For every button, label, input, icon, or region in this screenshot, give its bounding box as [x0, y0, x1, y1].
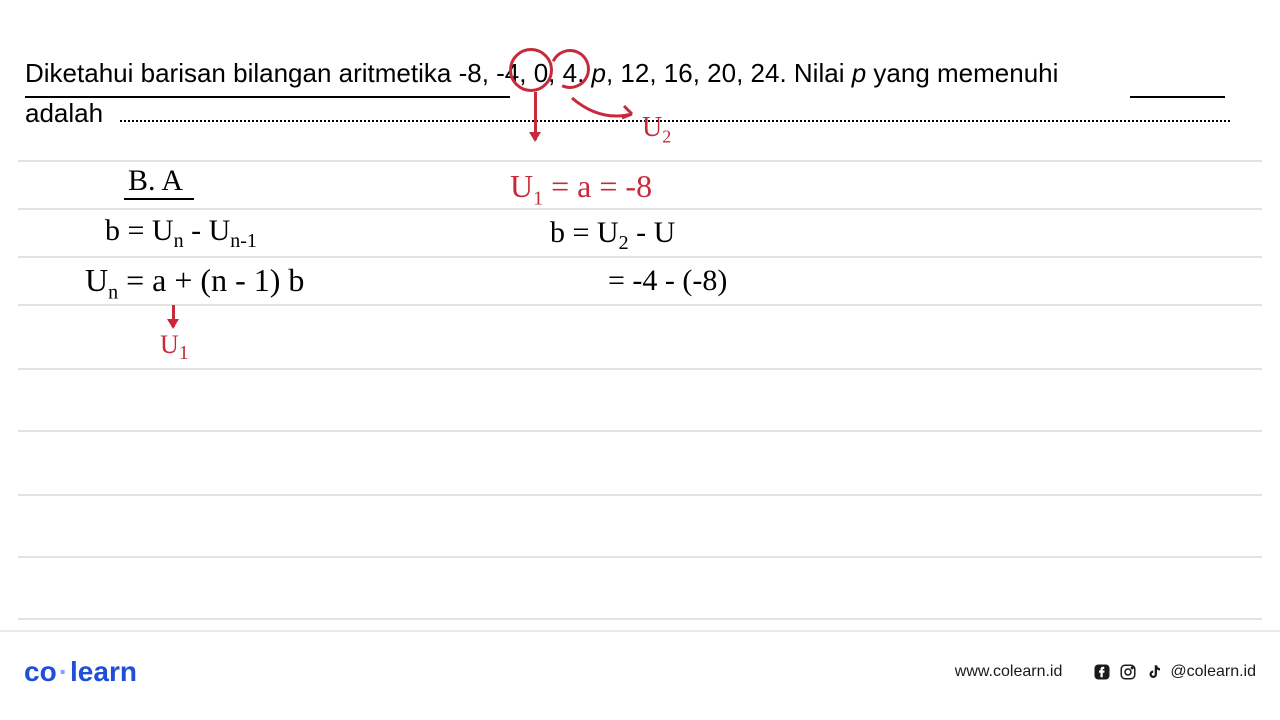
logo-dot-icon: ·	[59, 656, 68, 687]
formula-un-sub: n	[108, 281, 118, 303]
eq-u1: U	[510, 168, 533, 204]
formula-b-mid: - U	[184, 214, 231, 247]
ruled-line	[18, 160, 1262, 162]
eq-u1-a: U1 = a = -8	[510, 168, 652, 210]
u1-small-text: U	[160, 330, 179, 359]
problem-line1a: Diketahui barisan bilangan aritmetika -8…	[25, 58, 592, 88]
ruled-line	[18, 556, 1262, 558]
logo-learn: learn	[70, 656, 137, 687]
logo: co·learn	[24, 656, 137, 688]
ruled-line	[18, 256, 1262, 258]
formula-b-sub2: n-1	[230, 230, 257, 252]
formula-un-rest: = a + (n - 1) b	[118, 262, 304, 298]
eq-b-mid: - U	[629, 216, 676, 249]
eq-b-sub2: 2	[619, 232, 629, 254]
footer-divider	[0, 630, 1280, 632]
eq-b-a: b = U	[550, 216, 619, 249]
ruled-line	[18, 618, 1262, 620]
website-url: www.colearn.id	[955, 663, 1063, 681]
problem-area: Diketahui barisan bilangan aritmetika -8…	[0, 0, 1280, 132]
problem-line2: adalah	[25, 95, 103, 133]
arrow-to-u2-icon	[570, 94, 640, 124]
eq-u1-sub: 1	[533, 187, 543, 209]
socials: @colearn.id	[1092, 662, 1256, 682]
footer-right: www.colearn.id @colearn.id	[955, 662, 1256, 682]
arrow-down-icon	[534, 92, 537, 140]
problem-line1b: , 12, 16, 20, 24. Nilai	[606, 58, 852, 88]
ruled-line	[18, 494, 1262, 496]
ba-underline	[124, 198, 194, 200]
formula-b-sub1: n	[174, 230, 184, 252]
formula-un-u: U	[85, 262, 108, 298]
dotted-blank	[120, 120, 1230, 122]
ba-text: B. A	[128, 164, 183, 197]
eq-b-u2u1: b = U2 - U	[550, 216, 675, 255]
u2-sub: 2	[662, 127, 671, 147]
u2-label: U2	[642, 112, 671, 148]
formula-b-a: b = U	[105, 214, 174, 247]
u1-under-a: U1	[160, 330, 189, 365]
social-handle: @colearn.id	[1170, 663, 1256, 681]
arrow-small-icon	[172, 305, 175, 327]
eq-calc-text: = -4 - (-8)	[608, 264, 727, 297]
facebook-icon	[1092, 662, 1112, 682]
ruled-line	[18, 368, 1262, 370]
underline-barisan	[25, 96, 510, 98]
u1-small-sub: 1	[179, 342, 189, 364]
problem-p1: p	[592, 58, 606, 88]
underline-nilai-p	[1130, 96, 1225, 98]
problem-line1c: yang memenuhi	[866, 58, 1058, 88]
logo-co: co	[24, 656, 57, 687]
footer: co·learn www.colearn.id @colearn.id	[0, 656, 1280, 688]
formula-un: Un = a + (n - 1) b	[85, 262, 304, 304]
problem-p2: p	[852, 58, 866, 88]
eq-u1-rest: = a = -8	[543, 168, 652, 204]
circle-neg8-icon	[509, 48, 553, 92]
formula-b: b = Un - Un-1	[105, 214, 257, 253]
ruled-line	[18, 430, 1262, 432]
u2-text: U	[642, 112, 662, 143]
heading-ba: B. A	[128, 164, 183, 198]
tiktok-icon	[1144, 662, 1164, 682]
instagram-icon	[1118, 662, 1138, 682]
eq-calc: = -4 - (-8)	[608, 264, 727, 298]
